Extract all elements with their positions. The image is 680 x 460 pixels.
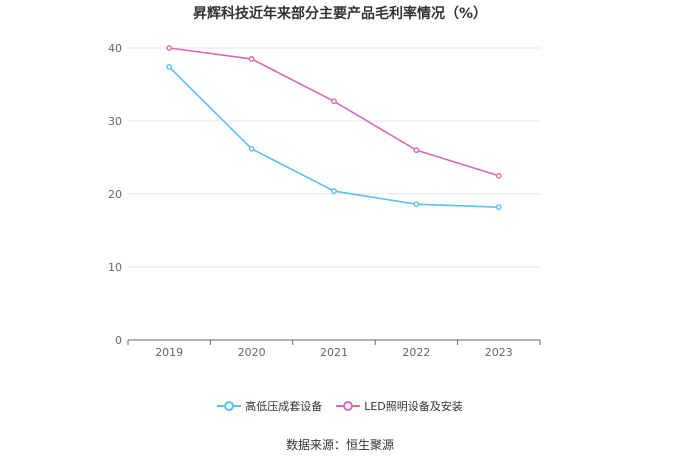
chart-title: 昇辉科技近年来部分主要产品毛利率情况（%） xyxy=(192,6,488,22)
series-line-2 xyxy=(169,47,500,177)
x-tick-label: 2023 xyxy=(485,346,513,359)
y-tick-label: 20 xyxy=(108,188,122,201)
legend-dot-series-1 xyxy=(224,401,235,411)
data-point-series-2 xyxy=(248,56,255,62)
data-point-series-2 xyxy=(166,45,173,51)
data-point-series-1 xyxy=(413,201,420,208)
y-tick-label: 30 xyxy=(108,115,122,128)
legend-item-series-2[interactable]: LED照明设备及安装 xyxy=(336,398,463,414)
y-tick-label: 0 xyxy=(115,334,122,347)
legend-label-series-1: 高低压成套设备 xyxy=(245,400,323,413)
x-tick-label: 2022 xyxy=(402,346,430,359)
data-point-series-1 xyxy=(331,188,337,194)
x-tick-label: 2019 xyxy=(155,346,183,359)
y-tick-label: 10 xyxy=(108,261,122,274)
legend-item-series-1[interactable]: 高低压成套设备 xyxy=(217,398,322,414)
data-point-series-2 xyxy=(495,172,502,179)
y-tick-label: 40 xyxy=(108,42,122,55)
data-point-series-2 xyxy=(413,147,420,154)
data-point-series-1 xyxy=(248,145,255,152)
data-point-series-2 xyxy=(331,98,337,105)
legend-marker-series-2 xyxy=(336,401,361,411)
legend-marker-series-1 xyxy=(217,401,242,411)
legend-label-series-2: LED照明设备及安装 xyxy=(364,400,463,413)
series-line-1 xyxy=(168,66,499,208)
legend-dot-series-2 xyxy=(343,401,354,411)
data-point-series-1 xyxy=(166,64,173,70)
data-source: 数据来源：恒生聚源 xyxy=(285,438,394,452)
x-tick-label: 2021 xyxy=(320,346,348,359)
data-point-series-1 xyxy=(495,204,502,211)
legend: 高低压成套设备 LED照明设备及安装 xyxy=(0,398,680,414)
x-tick-label: 2020 xyxy=(238,346,266,359)
